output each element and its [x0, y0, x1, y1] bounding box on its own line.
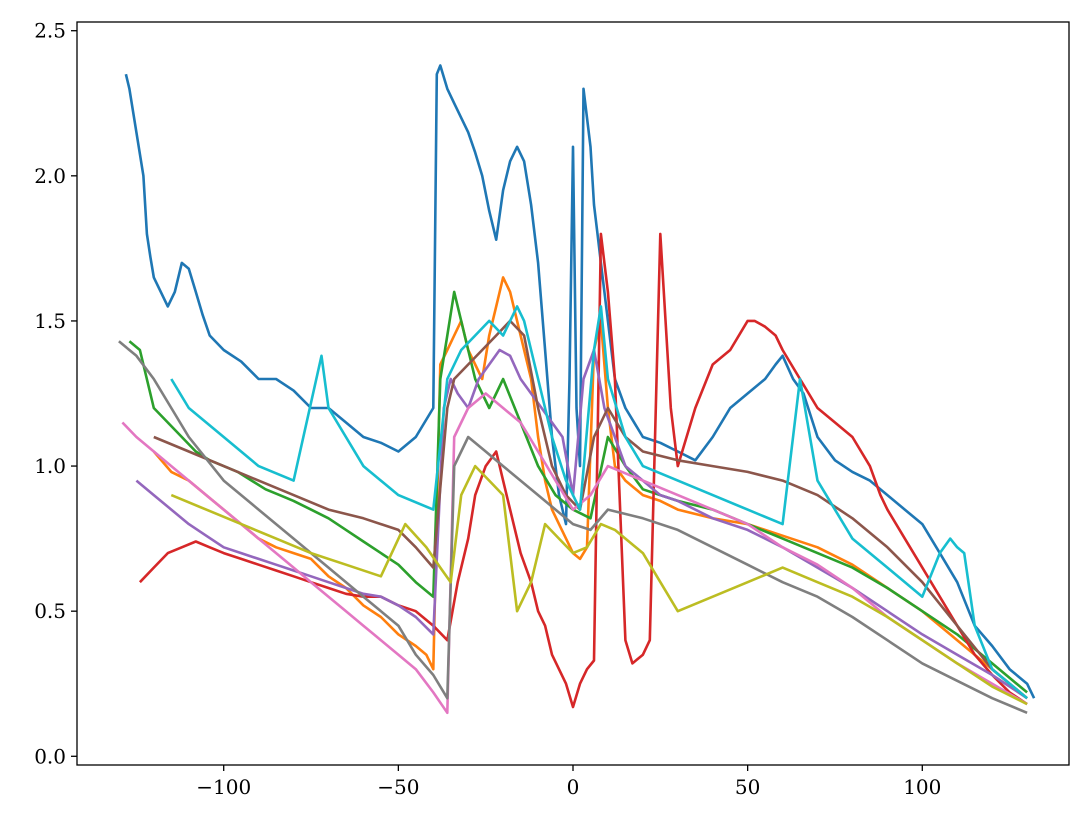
series-line-10	[170, 305, 1028, 700]
y-tick-label: 1.0	[34, 454, 66, 478]
y-tick-label: 2.5	[34, 19, 66, 43]
x-tick-label: 0	[567, 775, 580, 799]
series-line-9	[170, 464, 1028, 706]
y-tick-label: 1.5	[34, 309, 66, 333]
x-axis: −100 −50 0 50 100	[196, 765, 941, 799]
y-axis: 0.0 0.5 1.0 1.5 2.0 2.5	[34, 19, 77, 768]
x-tick-label: −50	[377, 775, 419, 799]
y-tick-label: 2.0	[34, 164, 66, 188]
series-line-1	[124, 64, 1036, 699]
series-line-4	[138, 232, 1028, 709]
y-tick-label: 0.5	[34, 599, 66, 623]
series-layer	[118, 64, 1036, 715]
series-line-3	[128, 290, 1028, 694]
series-line-8	[118, 340, 1028, 714]
series-line-6	[153, 319, 1028, 700]
y-tick-label: 0.0	[34, 744, 66, 768]
series-line-2	[152, 276, 1028, 700]
x-tick-label: 100	[903, 775, 941, 799]
x-tick-label: −100	[196, 775, 251, 799]
x-tick-label: 50	[735, 775, 760, 799]
series-line-5	[135, 348, 1028, 700]
plot-frame	[76, 21, 1070, 766]
